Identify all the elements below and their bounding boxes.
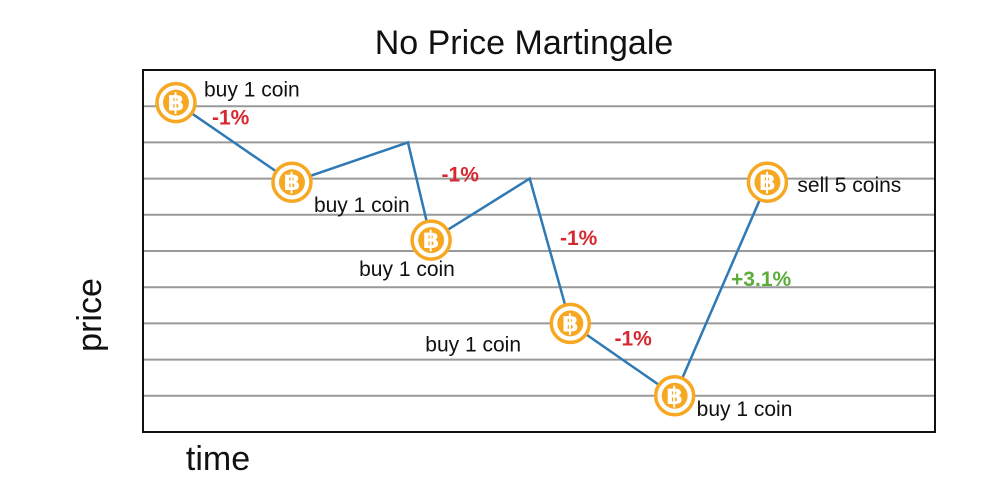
loss-annotation: -1% (212, 106, 250, 129)
change-annotations: -1% -1% -1% -1% +3.1% (212, 106, 792, 350)
coin-labels: buy 1 coin buy 1 coin buy 1 coin buy 1 coin… (204, 79, 901, 421)
y-axis-label: price (71, 278, 109, 352)
coin-action-label: buy 1 coin (314, 194, 410, 217)
loss-annotation: -1% (560, 227, 598, 250)
svg-text:฿: ฿ (284, 169, 301, 196)
bitcoin-icon: ฿ (410, 219, 452, 261)
svg-text:฿: ฿ (168, 90, 185, 117)
bitcoin-icon: ฿ (653, 375, 696, 417)
bitcoin-icon: ฿ (271, 161, 313, 203)
loss-annotation: -1% (442, 163, 480, 186)
coin-action-label: sell 5 coins (797, 174, 901, 197)
bitcoin-icon: ฿ (746, 161, 789, 203)
grid-lines (143, 105, 935, 397)
svg-text:฿: ฿ (759, 169, 776, 196)
coin-markers: ฿฿฿฿฿฿ (155, 81, 789, 417)
svg-text:฿: ฿ (666, 383, 683, 410)
bitcoin-icon: ฿ (549, 302, 592, 345)
coin-action-label: buy 1 coin (697, 398, 793, 421)
gain-annotation: +3.1% (731, 268, 791, 291)
svg-text:฿: ฿ (562, 310, 579, 337)
plot-frame (142, 69, 936, 433)
chart-title: No Price Martingale (375, 24, 674, 62)
coin-action-label: buy 1 coin (359, 258, 455, 281)
loss-annotation: -1% (614, 328, 652, 351)
coin-action-label: buy 1 coin (425, 333, 521, 356)
svg-text:฿: ฿ (423, 227, 440, 254)
coin-action-label: buy 1 coin (204, 79, 300, 102)
x-axis-label: time (186, 440, 250, 478)
bitcoin-icon: ฿ (155, 81, 197, 124)
